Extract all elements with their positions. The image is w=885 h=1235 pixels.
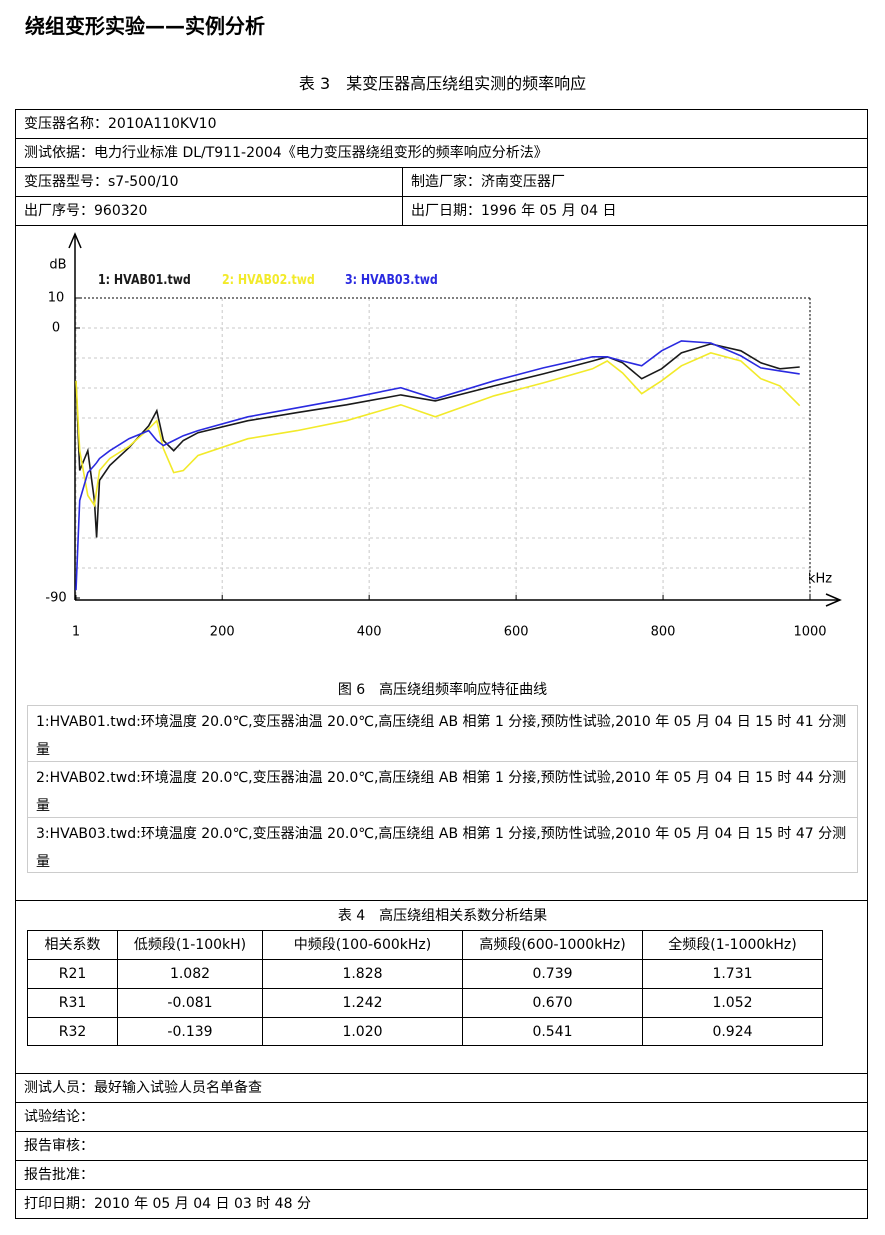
divider [15,900,868,901]
info-cell: 出厂日期：1996 年 05 月 04 日 [402,196,868,226]
page-title: 绕组变形实验——实例分析 [25,14,265,38]
table4-cell: 0.924 [642,1017,823,1046]
table4-cell: R21 [27,959,118,989]
note: 3:HVAB03.twd:环境温度 20.0℃,变压器油温 20.0℃,高压绕组… [27,817,858,873]
table4-cell: 1.082 [117,959,263,989]
footer-cell: 试验结论： [15,1102,868,1132]
chart-group: dB kHz 10 0 -90 1 200 400 600 800 1000 1: HVAB01.… [45,232,842,640]
info-cell: 变压器型号：s7-500/10 [15,167,403,197]
legend-label: 1: HVAB01.twd [98,272,191,287]
table4-cell: R32 [27,1017,118,1046]
table4-cell: 1.731 [642,959,823,989]
x-arrow [825,593,842,607]
info-cell: 变压器名称：2010A110KV10 [15,109,868,139]
table4-cell: 1.828 [262,959,463,989]
table4-header-cell: 相关系数 [27,930,118,960]
y-tick-label: 10 [48,291,65,306]
table4-cell: R31 [27,988,118,1018]
table4-cell: -0.081 [117,988,263,1018]
x-tick-label: 800 [651,625,676,640]
info-cell: 出厂序号：960320 [15,196,403,226]
footer-cell: 打印日期：2010 年 05 月 04 日 03 时 48 分 [15,1189,868,1219]
y-axis-label: dB [49,258,66,273]
x-tick-label: 200 [210,625,235,640]
footer-cell: 报告审核： [15,1131,868,1161]
series-line [75,343,800,538]
table4-cell: -0.139 [117,1017,263,1046]
x-tick-label: 400 [357,625,382,640]
series-line [75,352,801,508]
chart: dB kHz 10 0 -90 1 200 400 600 800 1000 1: HVAB01.… [45,232,842,640]
figure-caption: 图 6 高压绕组频率响应特征曲线 [337,682,548,698]
footer-cell: 报告批准： [15,1160,868,1190]
footer-cell: 测试人员：最好输入试验人员名单备查 [15,1073,868,1103]
table4-cell: 0.670 [462,988,643,1018]
note: 2:HVAB02.twd:环境温度 20.0℃,变压器油温 20.0℃,高压绕组… [27,761,858,818]
x-axis-label: kHz [808,572,832,587]
legend-label: 2: HVAB02.twd [222,272,315,287]
note: 1:HVAB01.twd:环境温度 20.0℃,变压器油温 20.0℃,高压绕组… [27,705,858,762]
y-tick-label: -90 [45,591,66,606]
x-tick-label: 1000 [793,625,826,640]
x-tick-label: 600 [504,625,529,640]
table4-header-cell: 高频段(600-1000kHz) [462,930,643,960]
table-caption: 表 3 某变压器高压绕组实测的频率响应 [298,74,587,93]
table4-header-cell: 低频段(1-100kH) [117,930,263,960]
table4-header-cell: 全频段(1-1000kHz) [642,930,823,960]
table4-cell: 0.541 [462,1017,643,1046]
info-cell: 测试依据：电力行业标准 DL/T911-2004《电力变压器绕组变形的频率响应分… [15,138,868,168]
info-cell: 制造厂家：济南变压器厂 [402,167,868,197]
y-tick-label: 0 [52,321,60,336]
series-line [75,340,800,591]
table4-header-cell: 中频段(100-600kHz) [262,930,463,960]
table4-caption: 表 4 高压绕组相关系数分析结果 [337,908,548,924]
table4-cell: 1.052 [642,988,823,1018]
table4-cell: 1.020 [262,1017,463,1046]
table4-cell: 1.242 [262,988,463,1018]
legend-label: 3: HVAB03.twd [345,272,438,287]
x-tick-label: 1 [72,625,80,640]
y-arrow [68,232,82,249]
table4-cell: 0.739 [462,959,643,989]
